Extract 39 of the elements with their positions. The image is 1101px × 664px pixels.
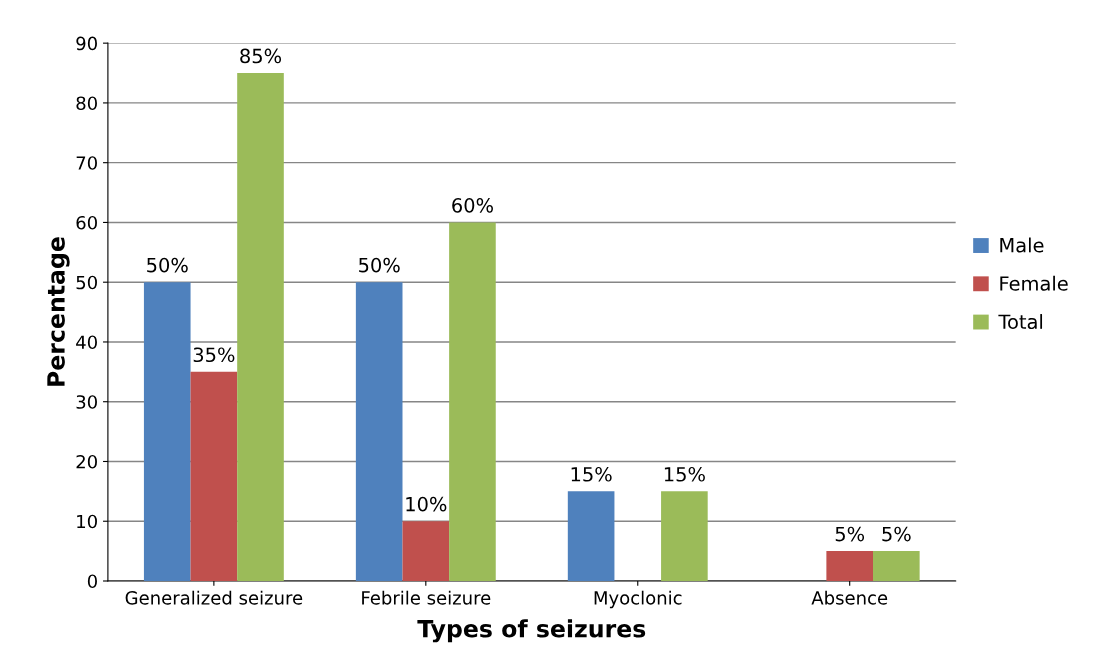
bar bbox=[449, 222, 496, 581]
x-axis-title: Types of seizures bbox=[417, 619, 646, 643]
data-label: 50% bbox=[147, 257, 188, 273]
bar bbox=[567, 491, 615, 581]
y-tick-label: 60 bbox=[76, 215, 97, 230]
bar bbox=[190, 371, 238, 581]
y-tick-label: 0 bbox=[87, 574, 97, 589]
data-label: 5% bbox=[835, 526, 865, 542]
data-label: 85% bbox=[240, 48, 282, 64]
y-axis-title: Percentage bbox=[47, 237, 70, 386]
data-label: 35% bbox=[193, 347, 235, 363]
data-label: 15% bbox=[571, 466, 612, 482]
x-tick-label: Generalized seizure bbox=[125, 590, 303, 605]
y-tick-label: 90 bbox=[76, 36, 97, 51]
bar bbox=[355, 282, 403, 581]
x-tick-label: Febrile seizure bbox=[362, 590, 491, 605]
y-tick-label: 10 bbox=[77, 514, 97, 529]
bar bbox=[143, 282, 191, 581]
legend-label: Female bbox=[1000, 275, 1068, 291]
y-tick-label: 40 bbox=[76, 335, 97, 350]
bar bbox=[402, 521, 450, 581]
data-label: 10% bbox=[406, 496, 447, 512]
bar bbox=[873, 551, 920, 581]
x-tick-label: Absence bbox=[811, 590, 888, 605]
data-label: 60% bbox=[452, 197, 493, 213]
bar bbox=[826, 551, 874, 581]
data-label: 15% bbox=[664, 466, 705, 482]
bar bbox=[237, 73, 284, 581]
data-label: 5% bbox=[882, 526, 911, 542]
y-tick-label: 20 bbox=[76, 454, 97, 469]
data-label: 50% bbox=[359, 257, 400, 273]
legend-label: Total bbox=[998, 314, 1043, 330]
y-tick-label: 70 bbox=[76, 156, 97, 170]
bar bbox=[661, 491, 708, 581]
y-tick-label: 50 bbox=[76, 275, 97, 290]
y-tick-label: 80 bbox=[76, 96, 97, 111]
y-tick-label: 30 bbox=[76, 395, 97, 409]
legend-label: Male bbox=[1000, 237, 1044, 253]
x-tick-label: Myoclonic bbox=[594, 590, 682, 609]
